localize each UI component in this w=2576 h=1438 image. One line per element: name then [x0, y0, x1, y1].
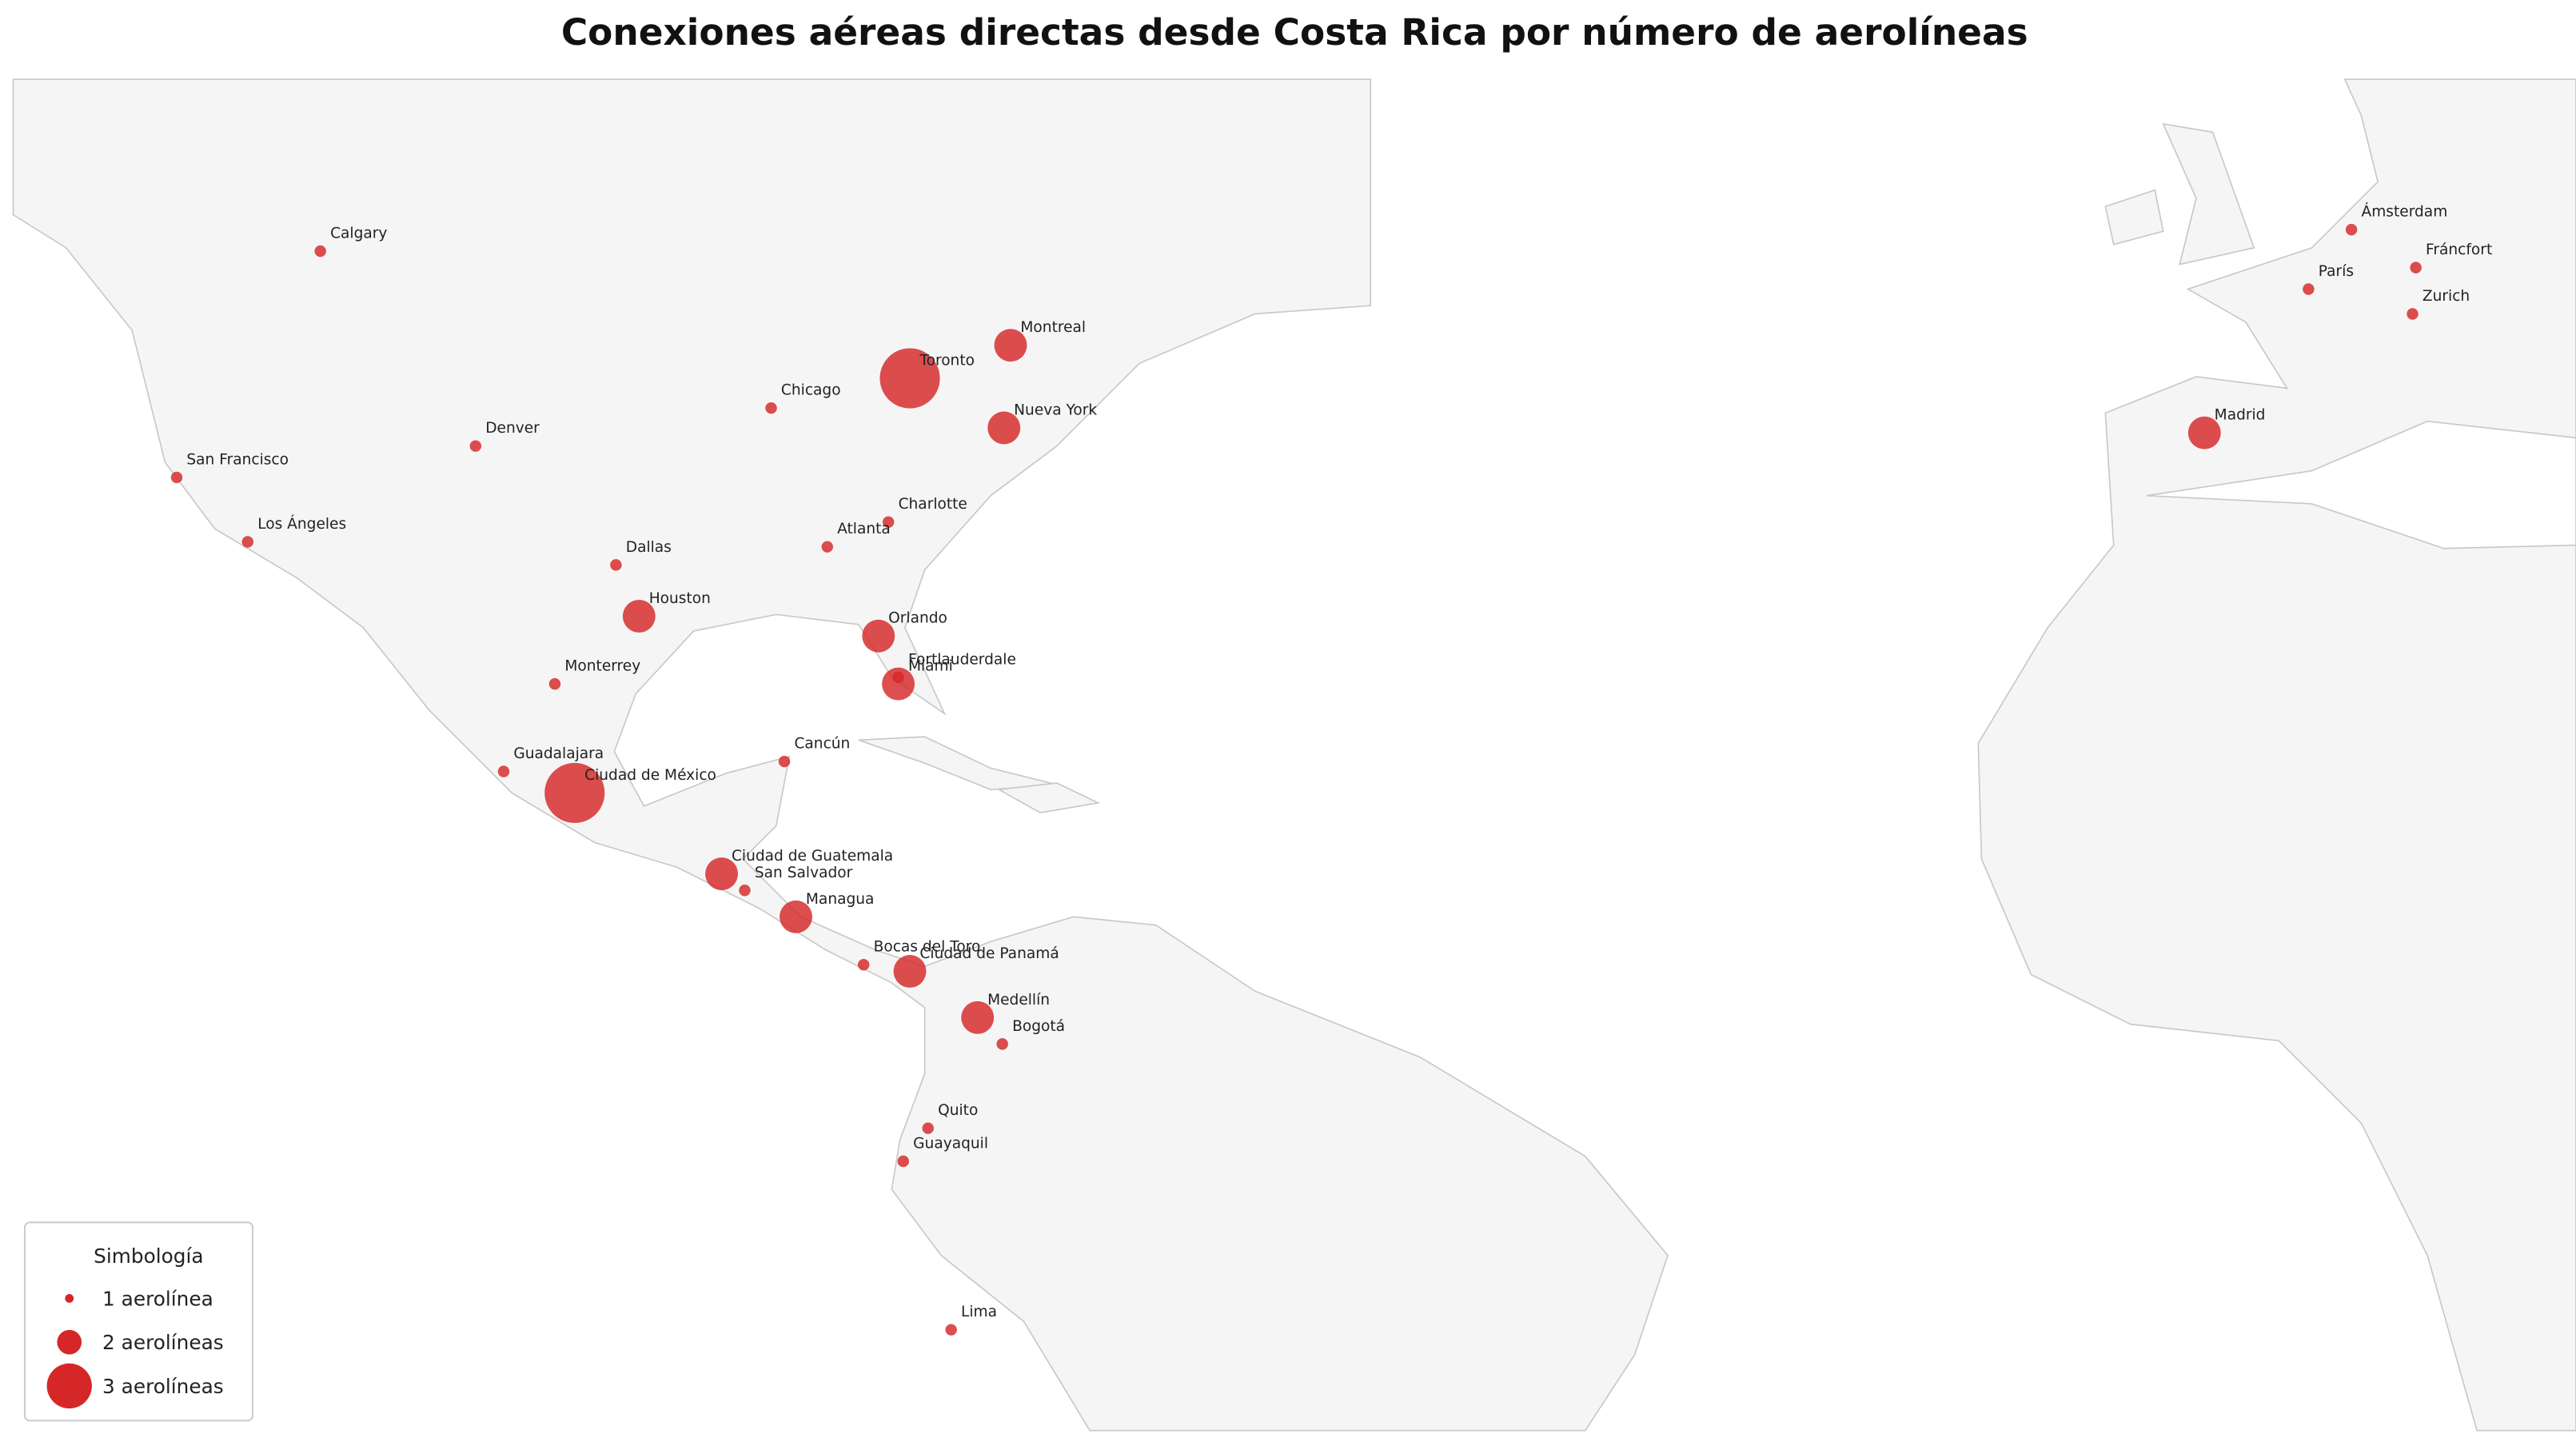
- city-label: Medellín: [987, 992, 1050, 1009]
- city-label: Bocas del Toro: [874, 939, 981, 956]
- city-marker: [857, 958, 870, 971]
- city-label: Fráncfort: [2426, 242, 2492, 258]
- city-marker: [897, 1155, 909, 1168]
- city-label: Zurich: [2422, 288, 2470, 305]
- city-label: París: [2319, 263, 2354, 280]
- title: Conexiones aéreas directas desde Costa R…: [561, 11, 2028, 54]
- city-label: Chicago: [781, 382, 841, 399]
- britain: [2162, 122, 2255, 266]
- city-label: Quito: [938, 1102, 978, 1119]
- city-label: Ciudad de México: [584, 767, 716, 784]
- basemap: [12, 78, 2576, 1432]
- city-marker: [879, 348, 940, 409]
- city-marker: [544, 762, 605, 823]
- city-marker: [548, 677, 561, 690]
- city-label: Montreal: [1020, 319, 1086, 336]
- city-marker: [170, 471, 183, 484]
- city-marker: [882, 516, 895, 528]
- europe-africa: [1977, 78, 2576, 1432]
- city-marker: [778, 755, 791, 768]
- city-label: Ciudad de Panamá: [919, 945, 1059, 962]
- city-marker: [705, 857, 739, 891]
- legend: Simbología 1 aerolínea 2 aerolíneas 3 aero…: [23, 1221, 254, 1422]
- city-marker: [469, 440, 482, 452]
- city-markers: Calgary Montreal Toronto Chicago Nueva York D…: [170, 202, 2492, 1336]
- city-label: Denver: [485, 420, 540, 437]
- city-marker: [2345, 223, 2358, 236]
- city-marker: [882, 667, 915, 701]
- city-label: Cancún: [794, 736, 850, 753]
- legend-label: 3 aerolíneas: [102, 1375, 224, 1398]
- city-label: Toronto: [919, 352, 975, 369]
- city-marker: [994, 329, 1027, 362]
- city-marker: [893, 955, 927, 988]
- city-label: Atlanta: [837, 521, 891, 537]
- city-marker: [765, 401, 777, 414]
- city-marker: [961, 1001, 995, 1034]
- city-label: Los Ángeles: [257, 514, 346, 533]
- legend-marker: [46, 1363, 92, 1409]
- city-marker: [821, 541, 833, 553]
- city-label: Nueva York: [1014, 401, 1097, 418]
- city-label: Monterrey: [564, 658, 640, 675]
- city-marker: [862, 619, 895, 653]
- city-label: Lima: [961, 1304, 997, 1320]
- legend-label: 2 aerolíneas: [102, 1331, 224, 1354]
- city-marker: [622, 599, 656, 633]
- city-marker: [2187, 416, 2221, 449]
- city-marker: [945, 1324, 957, 1336]
- city-marker: [922, 1122, 934, 1134]
- city-label: San Salvador: [755, 865, 853, 881]
- city-marker: [314, 245, 326, 258]
- city-label: Calgary: [330, 225, 387, 242]
- city-label: San Francisco: [186, 451, 289, 468]
- city-label: Charlotte: [899, 496, 967, 513]
- city-label: Ámsterdam: [2362, 202, 2448, 221]
- legend-label: 1 aerolínea: [102, 1287, 213, 1310]
- city-label: Guayaquil: [913, 1135, 988, 1152]
- legend-marker: [65, 1294, 74, 1303]
- hispaniola: [996, 782, 1101, 814]
- city-label: Managua: [806, 891, 875, 908]
- americas: [12, 78, 1669, 1432]
- legend-marker: [57, 1329, 82, 1355]
- city-label: Miami: [908, 658, 953, 675]
- city-marker: [2407, 308, 2418, 320]
- mediterranean: [2146, 420, 2576, 549]
- legend-title: Simbología: [94, 1244, 203, 1268]
- city-label: Houston: [649, 590, 711, 607]
- city-marker: [497, 765, 510, 777]
- city-marker: [780, 900, 812, 933]
- city-marker: [739, 885, 751, 897]
- city-marker: [241, 536, 254, 548]
- city-label: Dallas: [626, 539, 672, 556]
- city-label: Orlando: [888, 610, 947, 627]
- city-marker: [2410, 262, 2422, 274]
- city-marker: [2303, 283, 2315, 295]
- city-label: Ciudad de Guatemala: [732, 848, 893, 865]
- city-label: Guadalajara: [513, 745, 604, 762]
- city-label: Madrid: [2215, 407, 2266, 424]
- city-label: Bogotá: [1012, 1018, 1065, 1035]
- city-marker: [610, 559, 622, 571]
- city-marker: [892, 671, 904, 684]
- city-label: Fortlauderdale: [908, 651, 1016, 668]
- city-marker: [987, 411, 1021, 445]
- ireland: [2104, 189, 2164, 246]
- city-marker: [996, 1038, 1008, 1050]
